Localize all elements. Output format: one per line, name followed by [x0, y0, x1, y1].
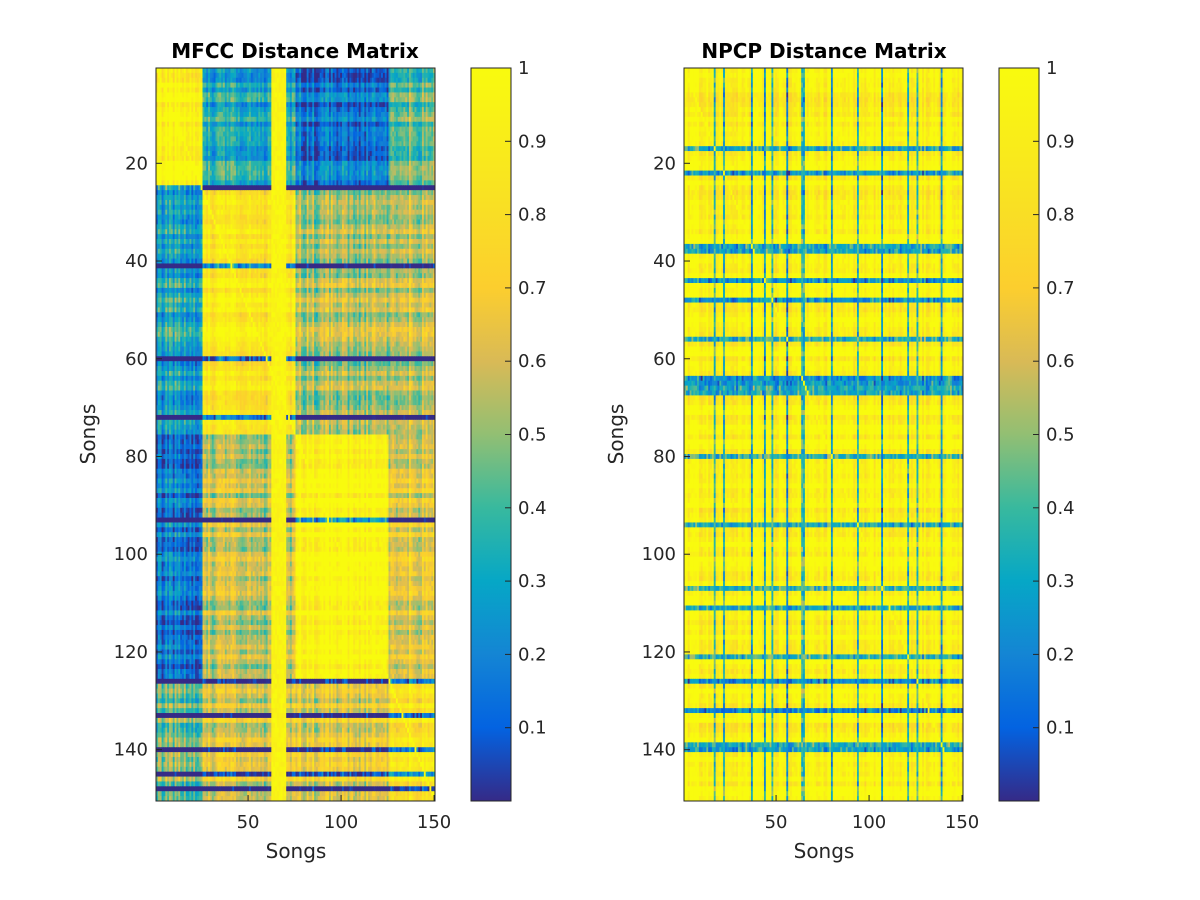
- mfcc-heatmap: [156, 68, 435, 801]
- mfcc-chart-title: MFCC Distance Matrix: [171, 39, 419, 63]
- mfcc-panel: MFCC Distance Matrix 50 100 15020406080100…: [76, 39, 547, 863]
